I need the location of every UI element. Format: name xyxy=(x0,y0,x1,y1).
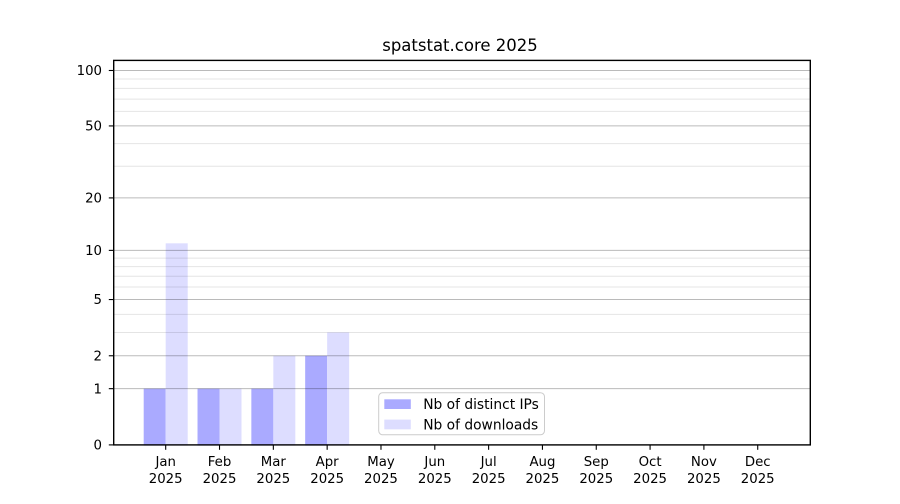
x-tick-label-year-aug: 2025 xyxy=(526,472,560,487)
x-tick-label-year-nov: 2025 xyxy=(687,472,721,487)
legend: Nb of distinct IPs Nb of downloads xyxy=(378,392,546,436)
legend-swatch-distinct-ips xyxy=(384,399,411,409)
y-tick-label-50: 50 xyxy=(85,120,102,135)
x-tick-label-mar: Mar xyxy=(261,455,287,470)
x-tick-label-year-jun: 2025 xyxy=(418,472,452,487)
x-tick-label-year-jul: 2025 xyxy=(472,472,506,487)
x-tick-label-jul: Jul xyxy=(480,455,497,470)
bar-distinct-ips-jan xyxy=(143,388,166,446)
bar-distinct-ips-feb xyxy=(197,388,220,446)
y-tick-label-100: 100 xyxy=(77,64,102,79)
legend-swatch-downloads xyxy=(384,419,411,430)
x-tick-label-may: May xyxy=(367,455,395,470)
chart-title: spatstat.core 2025 xyxy=(382,36,538,55)
x-tick-label-sep: Sep xyxy=(584,455,609,470)
bar-distinct-ips-apr xyxy=(305,355,328,446)
x-tick-label-dec: Dec xyxy=(745,455,771,470)
bar-downloads-jan xyxy=(165,243,188,446)
x-tick-label-year-may: 2025 xyxy=(364,472,398,487)
x-tick-label-year-apr: 2025 xyxy=(310,472,344,487)
y-tick-label-10: 10 xyxy=(85,244,102,259)
legend-label-downloads: Nb of downloads xyxy=(423,417,538,433)
grid-layer xyxy=(113,69,811,390)
y-tick-label-20: 20 xyxy=(85,192,102,207)
x-tick-label-year-feb: 2025 xyxy=(203,472,237,487)
legend-label-distinct-ips: Nb of distinct IPs xyxy=(423,397,539,413)
labels-layer: 0 1 2 5 10 20 50 100 Jan 2025 Feb 2025 Mar 2025 Apr 202… xyxy=(77,64,775,487)
ticks-layer xyxy=(108,69,759,450)
x-tick-label-apr: Apr xyxy=(316,455,340,470)
x-tick-label-year-oct: 2025 xyxy=(633,472,667,487)
legend-box xyxy=(378,392,546,436)
x-tick-label-jan: Jan xyxy=(154,455,176,470)
x-tick-label-feb: Feb xyxy=(208,455,232,470)
bar-downloads-feb xyxy=(219,388,242,446)
x-tick-label-year-dec: 2025 xyxy=(741,472,775,487)
axes-box xyxy=(112,59,811,446)
bar-downloads-mar xyxy=(273,355,296,446)
x-tick-label-oct: Oct xyxy=(639,455,662,470)
x-tick-label-year-jan: 2025 xyxy=(149,472,183,487)
y-tick-label-5: 5 xyxy=(94,293,102,308)
x-tick-label-year-mar: 2025 xyxy=(256,472,290,487)
bar-distinct-ips-mar xyxy=(251,388,274,446)
y-tick-label-1: 1 xyxy=(94,382,102,397)
y-tick-label-0: 0 xyxy=(94,439,102,454)
bars-layer xyxy=(143,243,350,446)
y-tick-label-2: 2 xyxy=(94,349,102,364)
x-tick-label-year-sep: 2025 xyxy=(579,472,613,487)
bar-downloads-apr xyxy=(327,332,350,446)
x-tick-label-nov: Nov xyxy=(691,455,717,470)
x-tick-label-aug: Aug xyxy=(529,455,555,470)
x-tick-label-jun: Jun xyxy=(423,455,445,470)
